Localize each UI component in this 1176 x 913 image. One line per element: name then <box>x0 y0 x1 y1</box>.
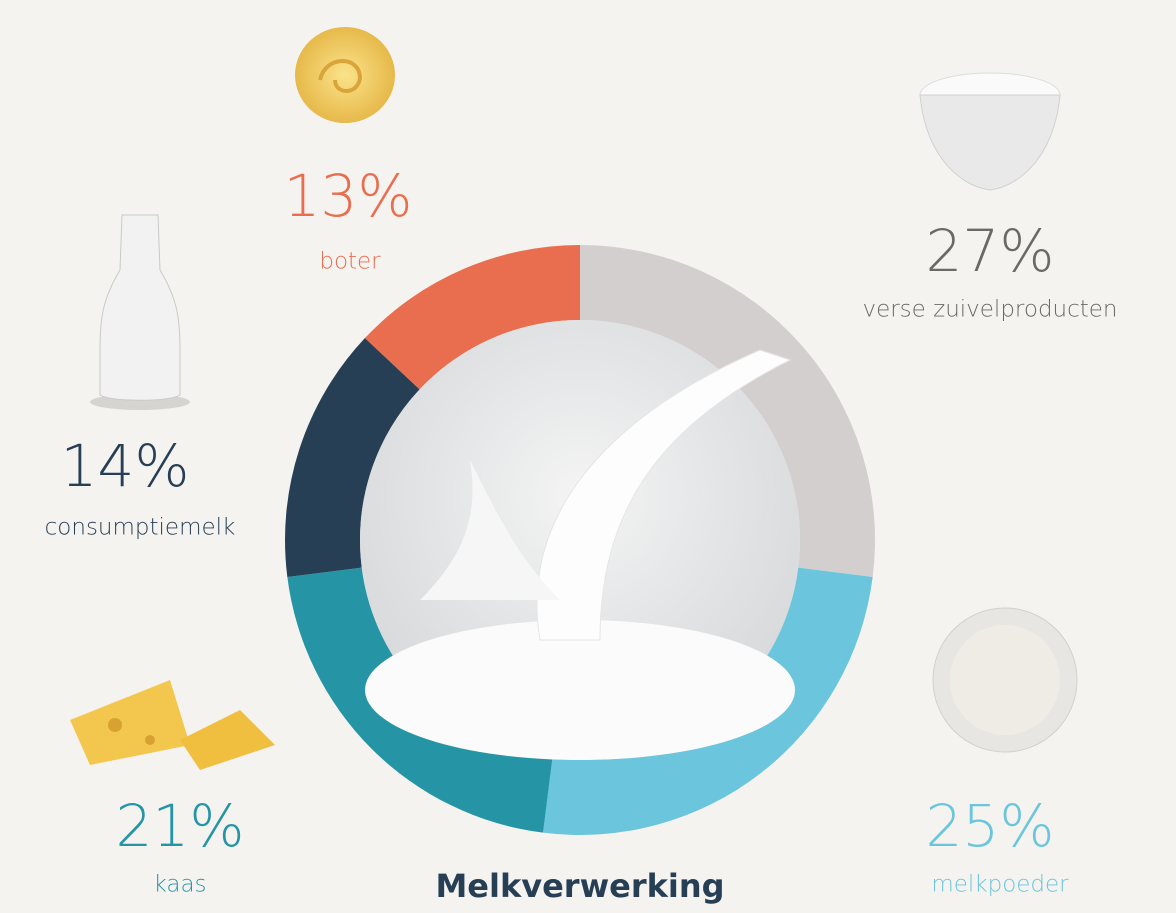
donut-slice <box>580 245 875 577</box>
value-label: 21% <box>116 792 245 860</box>
milk-image <box>360 320 800 760</box>
value-label: 14% <box>61 432 190 500</box>
donut <box>284 245 875 835</box>
category-label: consumptiemelk <box>45 515 236 541</box>
category-label: melkpoeder <box>931 872 1069 898</box>
donut-slice <box>364 245 580 390</box>
donut-slice <box>284 338 420 577</box>
category-label: boter <box>319 249 381 275</box>
butter-icon <box>295 27 395 123</box>
milk-bottle-icon <box>90 214 190 410</box>
chart-title: Melkverwerking <box>435 867 724 905</box>
category-label: verse zuivelproducten <box>862 297 1117 323</box>
value-label: 27% <box>926 217 1055 285</box>
powder-icon <box>932 607 1078 753</box>
value-label: 13% <box>284 162 413 230</box>
donut-slice <box>543 567 873 835</box>
category-label: kaas <box>153 872 206 898</box>
cheese-icon <box>70 680 275 770</box>
yogurt-icon <box>919 72 1061 191</box>
value-label: 25% <box>926 792 1055 860</box>
